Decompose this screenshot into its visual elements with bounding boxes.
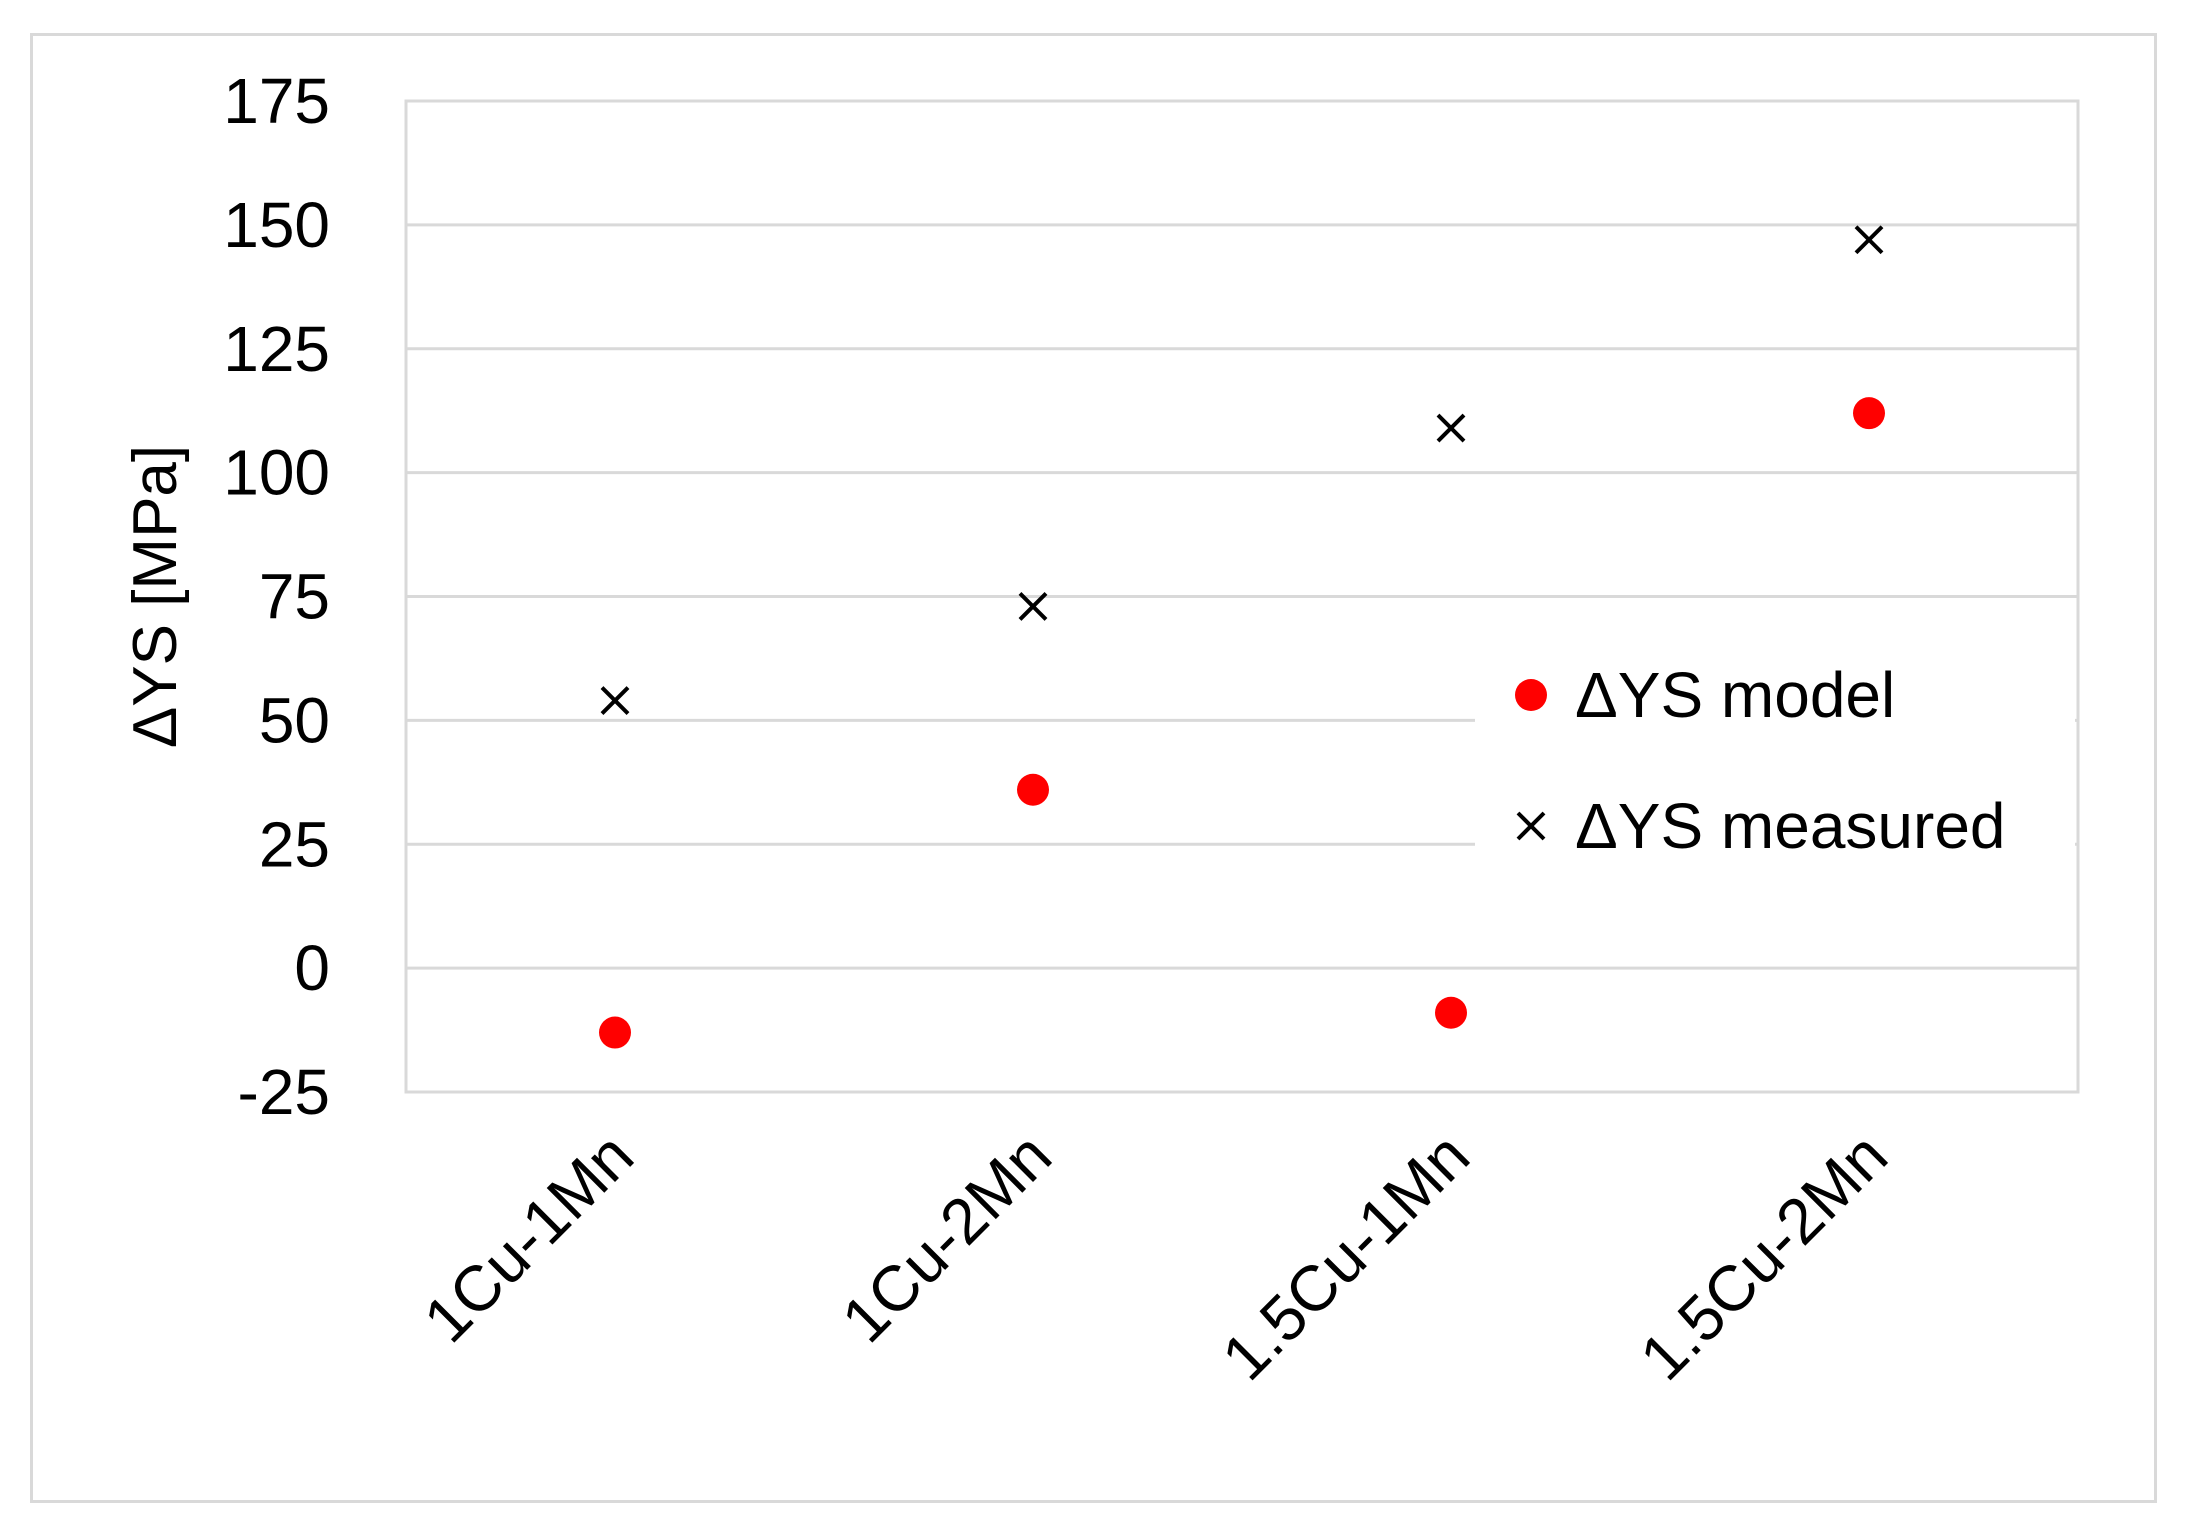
- y-tick-label: 50: [259, 684, 330, 756]
- y-axis-title: ΔYS [MPa]: [121, 445, 190, 748]
- data-point: [1435, 996, 1467, 1029]
- y-tick-label: 175: [223, 65, 330, 137]
- x-marker-stroke: [1854, 225, 1884, 255]
- x-tick-labels: 1Cu-1Mn 1Cu-2Mn 1.5Cu-1Mn 1.5Cu-2Mn: [410, 1119, 1901, 1394]
- legend-marker: [1516, 811, 1546, 841]
- x-marker-stroke: [1436, 413, 1466, 443]
- x-marker-stroke: [1018, 591, 1048, 621]
- x-tick-label: 1Cu-2Mn: [828, 1119, 1065, 1356]
- plot-area-border: [404, 99, 2080, 1094]
- data-point: [1853, 397, 1885, 430]
- x-tick-label: 1Cu-1Mn: [410, 1119, 647, 1356]
- y-tick-label: 125: [223, 313, 330, 385]
- y-tick-label: 150: [223, 189, 330, 261]
- series-2: [600, 225, 1884, 715]
- y-tick-label: 0: [294, 932, 330, 1004]
- data-point: [600, 686, 630, 715]
- series-layer: [599, 225, 1885, 1049]
- data-point: [599, 1016, 631, 1049]
- x-tick-label: 1.5Cu-1Mn: [1208, 1119, 1483, 1394]
- y-tick-label: 25: [259, 808, 330, 880]
- grid-lines: [406, 99, 2078, 1094]
- y-tick-label: -25: [238, 1056, 331, 1128]
- y-tick-label: 100: [223, 437, 330, 509]
- y-tick-label: 75: [259, 561, 330, 633]
- legend-background: [1475, 642, 2075, 858]
- legend-label: ΔYS model: [1575, 659, 1895, 731]
- data-point: [1017, 773, 1049, 806]
- x-tick-label: 1.5Cu-2Mn: [1626, 1119, 1901, 1394]
- x-marker-stroke: [600, 686, 630, 715]
- data-point: [1436, 413, 1466, 443]
- series-1: [599, 397, 1885, 1049]
- y-tick-labels: -25 0 25 50 75 100 125 150 175: [223, 65, 330, 1128]
- legend-label: ΔYS measured: [1575, 790, 2006, 862]
- legend-marker: [1515, 679, 1547, 711]
- data-point: [1854, 225, 1884, 255]
- legend: ΔYS model ΔYS measured: [1475, 642, 2075, 862]
- data-point: [1018, 591, 1048, 621]
- x-marker-stroke: [1516, 811, 1546, 841]
